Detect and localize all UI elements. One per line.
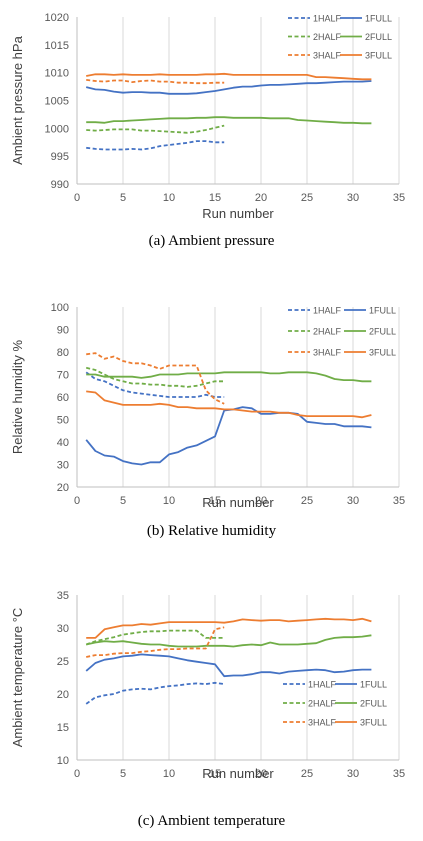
pressure-caption: (a) Ambient pressure <box>148 233 275 249</box>
legend-label-2full: 2FULL <box>360 699 387 709</box>
x-tick-label: 0 <box>74 768 80 780</box>
series-line-2half <box>85 629 225 646</box>
legend-label-3half: 3HALF <box>308 718 337 728</box>
y-tick-label: 50 <box>57 415 69 427</box>
temperature-caption: (c) Ambient temperature <box>137 813 286 829</box>
x-tick-label: 20 <box>255 768 267 780</box>
x-tick-label: 30 <box>347 768 359 780</box>
x-tick-label: 30 <box>347 495 359 507</box>
y-tick-label: 90 <box>57 325 69 337</box>
temperature-chart: 10 15 20 25 30 35 0 5 10 15 20 25 30 35 Run number Ambi… <box>10 590 405 781</box>
y-axis-title: Relative humidity % <box>10 339 25 454</box>
x-axis-title: Run number <box>202 206 274 221</box>
x-tick-label: 10 <box>163 192 175 204</box>
x-tick-label: 0 <box>74 192 80 204</box>
x-tick-label: 5 <box>120 192 126 204</box>
x-axis-title: Run number <box>202 766 274 781</box>
humidity-chart-panel: 20 30 40 50 60 70 80 90 100 0 5 10 15 20 25 30 35 Run num… <box>0 290 423 560</box>
legend-label-2half: 2HALF <box>313 32 342 42</box>
y-tick-label: 1000 <box>45 123 69 135</box>
series-line-3half <box>86 626 225 658</box>
legend-label-1half: 1HALF <box>313 306 342 316</box>
pressure-chart-panel: 990 995 1000 1005 1010 1015 1020 0 5 10 15 20 25 30 35… <box>0 0 423 265</box>
series-line-3full <box>86 617 372 639</box>
y-tick-label: 1010 <box>45 68 69 80</box>
x-tick-label: 10 <box>163 768 175 780</box>
y-tick-label: 1015 <box>45 40 69 52</box>
y-tick-label: 1005 <box>45 96 69 108</box>
x-tick-label: 25 <box>301 768 313 780</box>
y-tick-label: 70 <box>57 370 69 382</box>
series-line-1half <box>85 681 225 705</box>
legend-label-1full: 1FULL <box>365 14 392 24</box>
x-tick-label: 35 <box>393 495 405 507</box>
y-tick-label: 35 <box>57 590 69 602</box>
humidity-chart: 20 30 40 50 60 70 80 90 100 0 5 10 15 20 25 30 35 Run num… <box>10 302 405 510</box>
y-tick-label: 20 <box>57 689 69 701</box>
series-line-3half <box>86 352 225 405</box>
legend-label-3full: 3FULL <box>369 348 396 358</box>
y-tick-label: 60 <box>57 392 69 404</box>
x-tick-label: 35 <box>393 768 405 780</box>
temperature-chart-panel: 10 15 20 25 30 35 0 5 10 15 20 25 30 35 Run number Ambi… <box>0 580 423 841</box>
legend-label-1full: 1FULL <box>360 680 387 690</box>
legend-label-1half: 1HALF <box>313 14 342 24</box>
legend-label-1full: 1FULL <box>369 306 396 316</box>
y-axis-title: Ambient temperature °C <box>10 608 25 748</box>
x-tick-label: 35 <box>393 192 405 204</box>
series-line-2full <box>86 371 372 383</box>
y-tick-label: 15 <box>57 722 69 734</box>
y-tick-label: 10 <box>57 755 69 767</box>
humidity-caption: (b) Relative humidity <box>146 523 277 539</box>
legend-label-2half: 2HALF <box>313 327 342 337</box>
series-line-1half <box>86 140 225 151</box>
x-tick-label: 0 <box>74 495 80 507</box>
y-tick-label: 80 <box>57 347 69 359</box>
legend-label-1half: 1HALF <box>308 680 337 690</box>
series-line-2full <box>86 634 372 648</box>
x-tick-label: 20 <box>255 192 267 204</box>
y-tick-label: 30 <box>57 460 69 472</box>
y-tick-label: 1020 <box>45 12 69 24</box>
x-tick-label: 30 <box>347 192 359 204</box>
series-line-1full <box>85 653 372 678</box>
legend-label-2full: 2FULL <box>369 327 396 337</box>
series-line-2half <box>85 366 225 388</box>
series-line-1half <box>85 371 225 398</box>
legend-label-2half: 2HALF <box>308 699 337 709</box>
x-tick-label: 5 <box>120 768 126 780</box>
x-tick-label: 15 <box>209 495 221 507</box>
x-tick-label: 15 <box>209 768 221 780</box>
x-tick-label: 5 <box>120 495 126 507</box>
y-tick-label: 100 <box>51 302 69 314</box>
x-tick-label: 20 <box>255 495 267 507</box>
y-tick-label: 990 <box>51 179 69 191</box>
y-tick-label: 25 <box>57 656 69 668</box>
legend-label-3half: 3HALF <box>313 51 342 61</box>
series-line-2half <box>86 124 225 134</box>
y-tick-label: 995 <box>51 151 69 163</box>
series-line-1full <box>85 80 372 95</box>
series-line-3full <box>86 390 372 419</box>
legend-label-3full: 3FULL <box>365 51 392 61</box>
legend-label-2full: 2FULL <box>365 32 392 42</box>
legend-label-3full: 3FULL <box>360 718 387 728</box>
x-axis-title: Run number <box>202 495 274 510</box>
x-tick-label: 15 <box>209 192 221 204</box>
y-axis-title: Ambient pressure hPa <box>10 35 25 164</box>
legend-label-3half: 3HALF <box>313 348 342 358</box>
y-tick-label: 20 <box>57 482 69 494</box>
series-line-2full <box>86 116 372 125</box>
x-tick-label: 10 <box>163 495 175 507</box>
x-tick-label: 25 <box>301 495 313 507</box>
series-line-3full <box>86 72 372 81</box>
x-tick-label: 25 <box>301 192 313 204</box>
series-line-3half <box>86 79 225 85</box>
y-tick-label: 40 <box>57 437 69 449</box>
y-tick-label: 30 <box>57 623 69 635</box>
